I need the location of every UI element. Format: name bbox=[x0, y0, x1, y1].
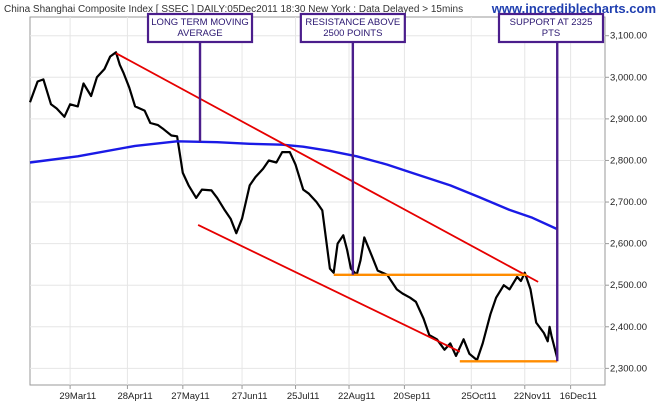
x-tick-label: 16Dec11 bbox=[560, 391, 597, 402]
y-tick-label: 2,300.00 bbox=[610, 363, 647, 374]
callout-label: PTS bbox=[542, 28, 560, 39]
price-line bbox=[28, 51, 559, 362]
x-tick-label: 25Oct11 bbox=[461, 391, 496, 402]
y-axis-ticks: 3,100.00 3,000.00 2,900.00 2,800.00 2,700.00… bbox=[605, 31, 647, 374]
moving-average-line bbox=[29, 140, 558, 231]
x-tick-label: 27Jun11 bbox=[232, 391, 268, 402]
callout-box bbox=[299, 12, 406, 44]
brand-url[interactable]: www.incrediblecharts.com bbox=[491, 1, 656, 16]
y-tick-label: 3,000.00 bbox=[610, 72, 647, 83]
chart-title: China Shanghai Composite Index [ SSEC ] … bbox=[4, 4, 463, 15]
trend-channel-line bbox=[197, 224, 461, 353]
y-tick-label: 2,900.00 bbox=[610, 114, 647, 125]
x-tick-label: 27May11 bbox=[171, 391, 209, 402]
callout-label: AVERAGE bbox=[177, 28, 222, 39]
y-tick-label: 2,600.00 bbox=[610, 239, 647, 250]
plot-area bbox=[29, 16, 606, 386]
y-tick-label: 2,800.00 bbox=[610, 155, 647, 166]
x-tick-label: 20Sep11 bbox=[393, 391, 430, 402]
x-tick-label: 22Nov11 bbox=[514, 391, 551, 402]
annotation-layer bbox=[115, 52, 558, 363]
callout-box bbox=[497, 12, 605, 44]
callout-label: SUPPORT AT 2325 bbox=[510, 17, 593, 28]
x-tick-label: 25Jul11 bbox=[287, 391, 320, 402]
x-tick-label: 22Aug11 bbox=[338, 391, 375, 402]
y-tick-label: 2,400.00 bbox=[610, 322, 647, 333]
y-tick-label: 3,100.00 bbox=[610, 31, 647, 42]
series-layer bbox=[28, 51, 559, 362]
y-tick-label: 2,700.00 bbox=[610, 197, 647, 208]
callout-box bbox=[146, 12, 254, 44]
callout-label: 2500 POINTS bbox=[323, 28, 382, 39]
trend-channel-line bbox=[115, 52, 539, 283]
x-axis-ticks: 29Mar11 28Apr11 27May11 27Jun11 25Jul11 22Aug… bbox=[59, 385, 597, 402]
callout-label: RESISTANCE ABOVE bbox=[305, 17, 400, 28]
x-tick-label: 29Mar11 bbox=[59, 391, 96, 402]
x-tick-label: 28Apr11 bbox=[117, 391, 152, 402]
grid-lines bbox=[30, 17, 605, 385]
y-tick-label: 2,500.00 bbox=[610, 280, 647, 291]
callout-label: LONG TERM MOVING bbox=[151, 17, 248, 28]
